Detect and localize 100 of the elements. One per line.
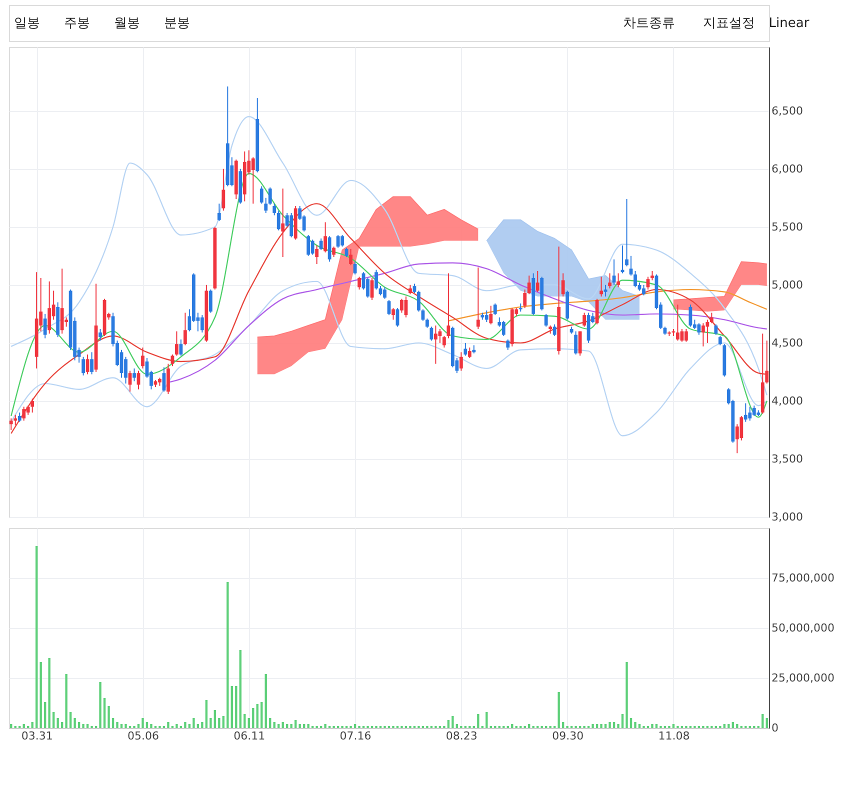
candlestick bbox=[438, 328, 442, 344]
bar bbox=[22, 724, 25, 728]
bar bbox=[477, 714, 480, 728]
candlestick bbox=[765, 340, 769, 384]
candlestick bbox=[650, 270, 654, 281]
candlestick bbox=[408, 284, 412, 295]
bar bbox=[31, 722, 34, 728]
bar bbox=[86, 724, 89, 728]
bar bbox=[146, 722, 148, 728]
candlestick bbox=[523, 289, 527, 309]
bar bbox=[617, 724, 620, 728]
candlestick bbox=[264, 197, 268, 214]
bar bbox=[99, 682, 102, 728]
text: 지표설정 bbox=[703, 16, 755, 31]
line-series bbox=[448, 288, 768, 322]
candlestick bbox=[527, 275, 531, 295]
candlestick bbox=[502, 320, 506, 336]
candlestick bbox=[90, 352, 94, 375]
bar bbox=[56, 718, 59, 728]
candlestick bbox=[276, 210, 280, 231]
candlestick bbox=[98, 328, 102, 342]
x-tick-label: 11.08 bbox=[658, 730, 690, 742]
bar bbox=[354, 724, 356, 728]
bar bbox=[176, 724, 178, 728]
bar bbox=[651, 724, 654, 728]
candlestick bbox=[697, 322, 701, 336]
bar bbox=[608, 722, 611, 728]
candlestick bbox=[306, 234, 310, 256]
line-series bbox=[10, 203, 768, 434]
candlestick bbox=[625, 198, 628, 267]
candlestick bbox=[82, 356, 85, 376]
y-tick-label: 3,000 bbox=[772, 510, 803, 524]
bar bbox=[137, 724, 140, 728]
bar bbox=[762, 714, 764, 728]
candlestick bbox=[536, 270, 540, 292]
bar bbox=[732, 722, 734, 728]
candlestick bbox=[166, 363, 170, 394]
bar bbox=[562, 722, 564, 728]
candlestick bbox=[544, 313, 548, 328]
y-tick-label: 5,500 bbox=[772, 220, 803, 234]
bar bbox=[282, 722, 284, 728]
candlestick bbox=[251, 156, 255, 204]
candlestick bbox=[324, 222, 328, 253]
bar bbox=[269, 718, 272, 728]
bar bbox=[634, 722, 636, 728]
candlestick bbox=[616, 272, 620, 288]
bar bbox=[655, 724, 658, 728]
x-tick-label: 05.06 bbox=[127, 730, 159, 742]
candlestick bbox=[9, 418, 13, 430]
bar bbox=[230, 686, 234, 728]
candlestick bbox=[281, 188, 285, 258]
text: Linear bbox=[768, 16, 810, 31]
bar bbox=[244, 714, 246, 728]
candlestick bbox=[476, 266, 480, 330]
candlestick bbox=[184, 312, 187, 346]
bar bbox=[638, 724, 641, 728]
bar bbox=[10, 724, 12, 728]
candlestick bbox=[604, 284, 608, 298]
bar bbox=[672, 724, 675, 728]
bar bbox=[596, 724, 598, 728]
candlestick bbox=[30, 398, 34, 414]
candlestick bbox=[464, 342, 468, 356]
candlestick bbox=[710, 312, 714, 324]
y-tick-label: 4,500 bbox=[772, 336, 803, 350]
bar bbox=[65, 674, 68, 728]
candlestick bbox=[629, 255, 633, 276]
bar bbox=[447, 720, 450, 728]
candlestick bbox=[358, 276, 361, 290]
candlestick bbox=[328, 236, 332, 262]
candlestick bbox=[383, 286, 386, 300]
candlestick bbox=[208, 289, 212, 314]
bar bbox=[150, 724, 152, 728]
x-tick-label: 09.30 bbox=[552, 730, 584, 742]
bar bbox=[40, 662, 42, 728]
bar bbox=[116, 722, 118, 728]
candlestick bbox=[489, 305, 493, 325]
bar bbox=[600, 724, 602, 728]
bar bbox=[210, 718, 212, 728]
y-tick-label: 6,500 bbox=[772, 104, 803, 118]
bar bbox=[82, 724, 84, 728]
candlestick bbox=[26, 405, 30, 416]
candlestick bbox=[426, 318, 429, 328]
bar bbox=[167, 722, 170, 728]
bar bbox=[74, 718, 76, 728]
candlestick bbox=[634, 270, 637, 288]
bar bbox=[486, 712, 488, 728]
candlestick bbox=[642, 284, 646, 296]
bar bbox=[188, 724, 191, 728]
candlestick bbox=[132, 368, 136, 382]
y-tick-label: 75,000,000 bbox=[772, 572, 834, 584]
bar bbox=[36, 546, 38, 728]
bar bbox=[214, 710, 216, 728]
bar bbox=[528, 724, 530, 728]
candlestick bbox=[412, 283, 416, 294]
bar bbox=[103, 698, 106, 728]
candlestick bbox=[600, 276, 603, 298]
candlestick bbox=[310, 239, 314, 256]
candlestick bbox=[315, 244, 319, 265]
bar bbox=[69, 712, 72, 728]
bar bbox=[511, 724, 514, 728]
